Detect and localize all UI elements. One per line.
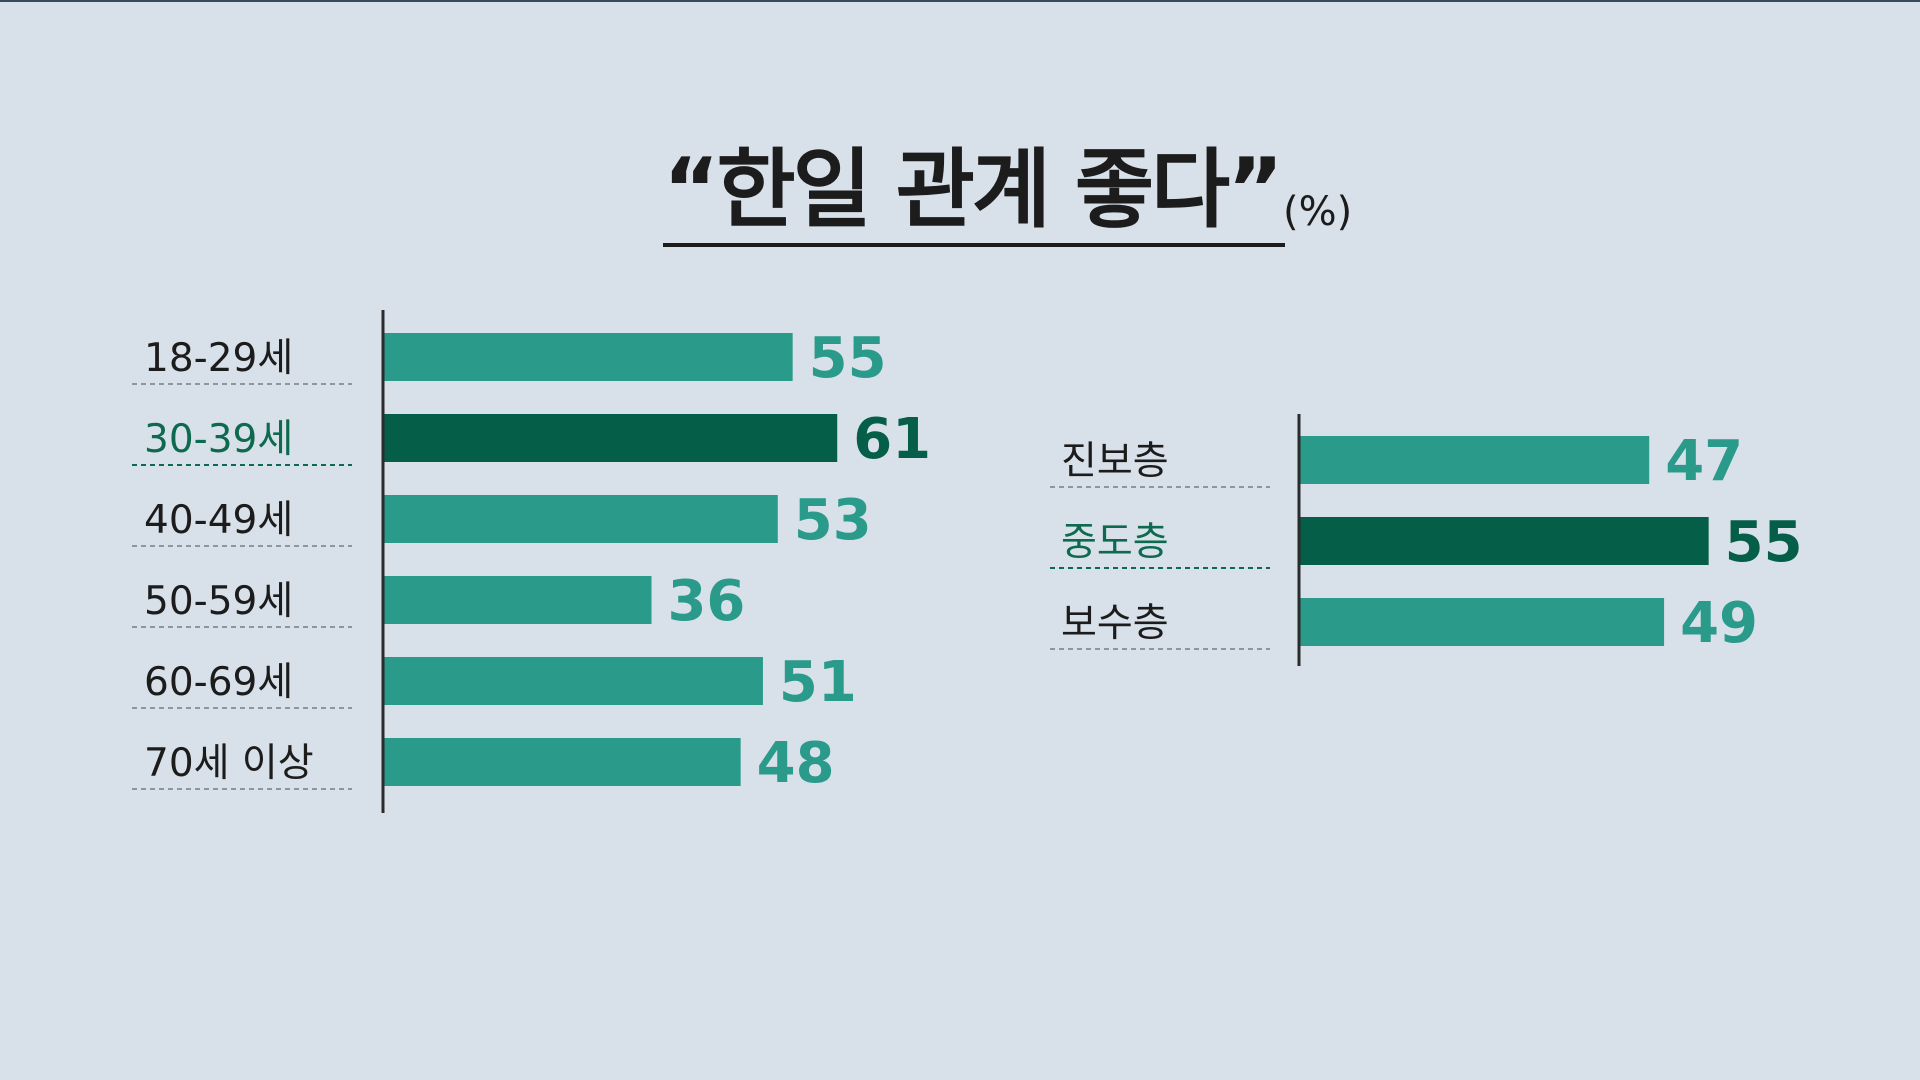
chart-unit: (%) bbox=[1283, 189, 1353, 235]
age-bar bbox=[384, 333, 793, 381]
age-bar bbox=[384, 495, 778, 543]
age-value-label: 48 bbox=[757, 731, 835, 796]
age-bar bbox=[384, 576, 652, 624]
ideology-category-label: 보수층 bbox=[1061, 601, 1169, 646]
ideology-category-label: 중도층 bbox=[1061, 520, 1169, 565]
age-value-label: 61 bbox=[853, 407, 931, 472]
ideology-bar bbox=[1300, 436, 1650, 484]
age-value-label: 51 bbox=[779, 650, 857, 715]
title-underline bbox=[663, 243, 1285, 247]
age-value-label: 53 bbox=[794, 488, 872, 553]
age-category-label: 40-49세 bbox=[144, 498, 293, 543]
ideology-bar bbox=[1300, 598, 1665, 646]
age-category-label: 50-59세 bbox=[144, 579, 293, 624]
age-value-label: 55 bbox=[809, 326, 887, 391]
age-category-label: 60-69세 bbox=[144, 660, 293, 705]
ideology-value-label: 55 bbox=[1725, 510, 1803, 575]
age-bar bbox=[384, 738, 741, 786]
age-category-label: 18-29세 bbox=[144, 336, 293, 381]
age-bar bbox=[384, 657, 763, 705]
age-value-label: 36 bbox=[667, 569, 745, 634]
age-category-label: 30-39세 bbox=[144, 417, 293, 462]
age-bar bbox=[384, 414, 838, 462]
ideology-value-label: 47 bbox=[1665, 429, 1743, 494]
ideology-category-label: 진보층 bbox=[1061, 439, 1169, 484]
ideology-value-label: 49 bbox=[1680, 591, 1758, 656]
chart-title-block: “한일 관계 좋다” (%) bbox=[663, 138, 1363, 250]
ideology-bar bbox=[1300, 517, 1709, 565]
chart-title: “한일 관계 좋다” bbox=[663, 140, 1284, 240]
top-rule bbox=[0, 0, 1920, 2]
age-category-label: 70세 이상 bbox=[144, 741, 314, 786]
